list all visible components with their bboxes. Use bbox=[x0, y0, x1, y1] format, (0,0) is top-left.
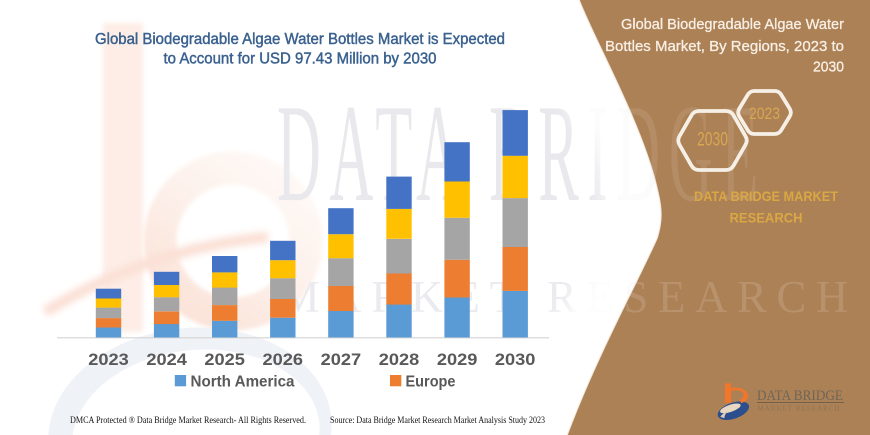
svg-text:Bottles Market, By Regions, 20: Bottles Market, By Regions, 2023 to bbox=[605, 38, 844, 55]
svg-text:Europe: Europe bbox=[406, 374, 456, 391]
svg-text:2026: 2026 bbox=[263, 350, 304, 369]
svg-text:2023: 2023 bbox=[88, 350, 129, 369]
svg-text:DATA BRIDGE MARKET: DATA BRIDGE MARKET bbox=[694, 189, 839, 204]
svg-text:2023: 2023 bbox=[749, 104, 780, 123]
svg-text:MARKET RESEARCH: MARKET RESEARCH bbox=[758, 406, 842, 413]
svg-text:2024: 2024 bbox=[146, 350, 187, 369]
svg-text:2030: 2030 bbox=[813, 59, 844, 76]
svg-text:2027: 2027 bbox=[321, 350, 362, 369]
svg-text:2030: 2030 bbox=[697, 130, 728, 151]
svg-text:Global Biodegradable Algae Wat: Global Biodegradable Algae Water Bottles… bbox=[95, 31, 505, 48]
svg-text:North America: North America bbox=[191, 374, 295, 391]
svg-text:DMCA Protected ® Data Bridge M: DMCA Protected ® Data Bridge Market Rese… bbox=[70, 415, 306, 426]
svg-text:RESEARCH: RESEARCH bbox=[730, 211, 803, 226]
svg-text:2028: 2028 bbox=[379, 350, 420, 369]
svg-text:DATA BRIDGE: DATA BRIDGE bbox=[757, 388, 843, 404]
svg-text:Global Biodegradable Algae Wat: Global Biodegradable Algae Water bbox=[621, 16, 844, 33]
svg-text:2029: 2029 bbox=[437, 350, 478, 369]
svg-text:2025: 2025 bbox=[204, 350, 245, 369]
svg-text:Source: Data Bridge Market Res: Source: Data Bridge Market Research Mark… bbox=[330, 415, 545, 426]
svg-text:to Account for USD 97.43 Milli: to Account for USD 97.43 Million by 2030 bbox=[164, 51, 437, 68]
svg-text:2030: 2030 bbox=[495, 350, 536, 369]
